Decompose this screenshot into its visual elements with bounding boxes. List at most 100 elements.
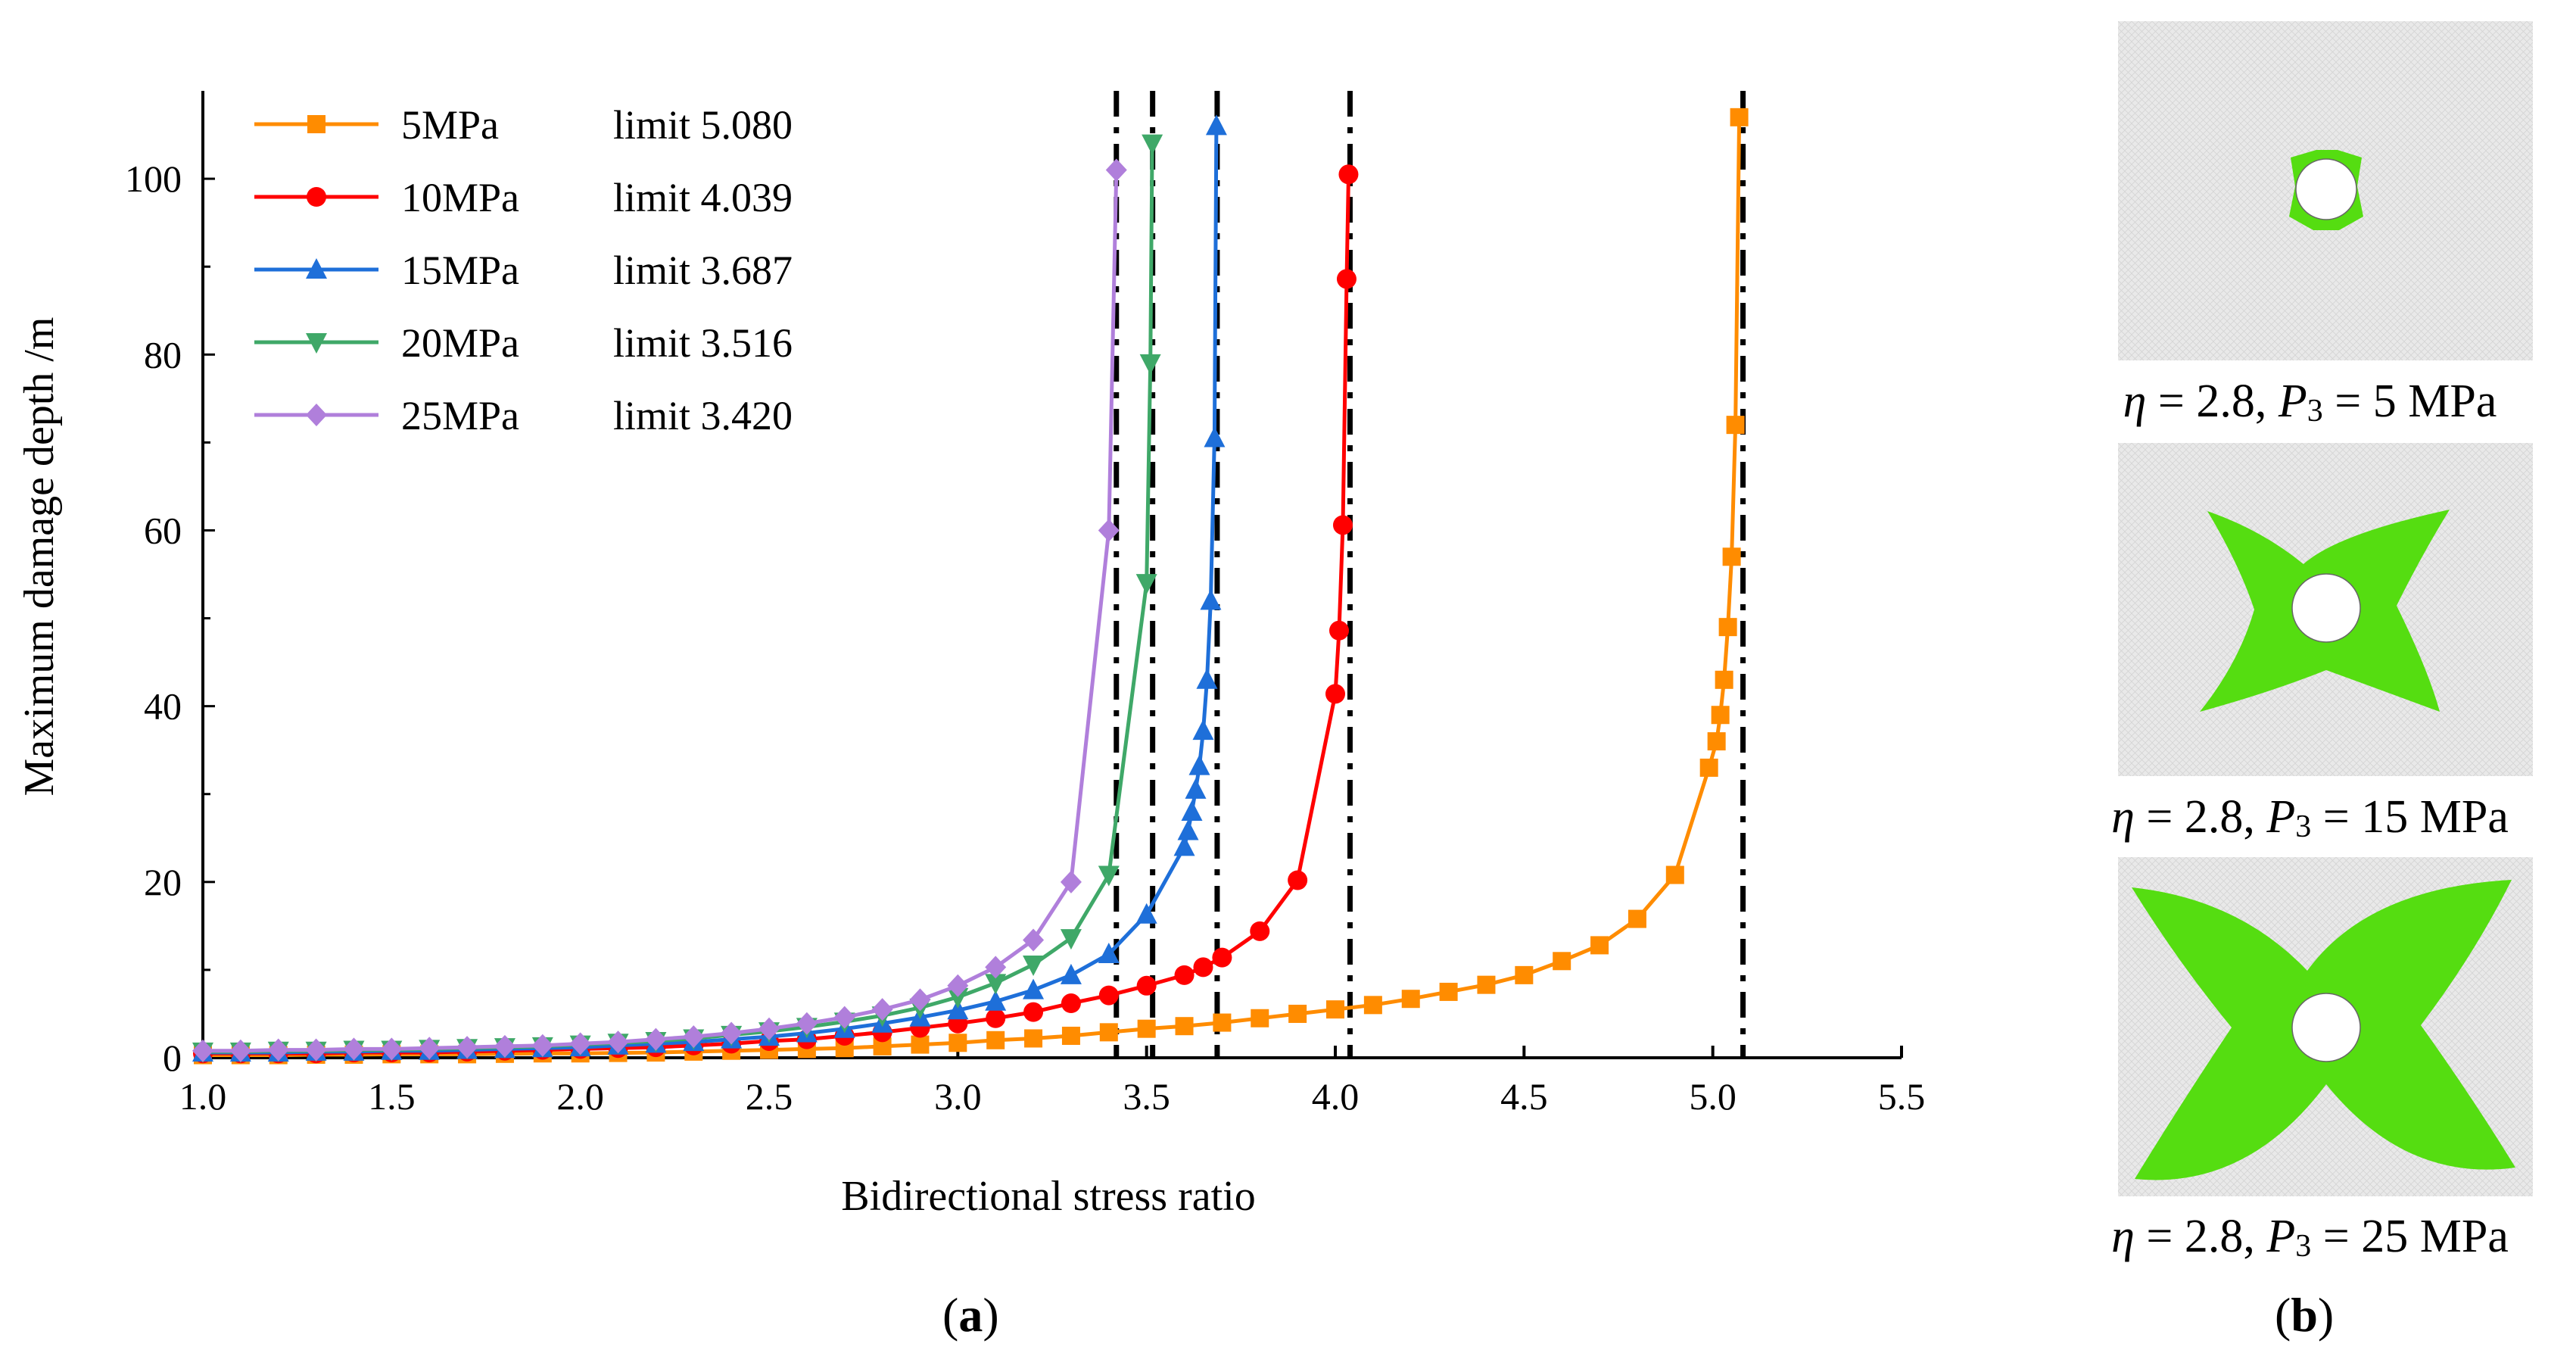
x-tick-label: 1.0 bbox=[179, 1075, 227, 1118]
y-tick-label: 60 bbox=[144, 509, 182, 551]
legend-item-5mpa: 5MPa limit 5.080 bbox=[254, 102, 793, 148]
data-point bbox=[1174, 965, 1195, 985]
data-point bbox=[1135, 903, 1157, 924]
data-point bbox=[1707, 732, 1726, 751]
borehole bbox=[2291, 573, 2361, 643]
damage-thumbnail-15mpa bbox=[2118, 443, 2533, 776]
legend-item-20mpa: 20MPa limit 3.516 bbox=[254, 320, 793, 366]
damage-pattern-image bbox=[2118, 21, 2533, 360]
x-axis-title: Bidirectional stress ratio bbox=[841, 1173, 1255, 1220]
data-point bbox=[1136, 975, 1157, 996]
data-point bbox=[1590, 936, 1609, 955]
data-point bbox=[911, 1035, 930, 1054]
y-tick-label: 40 bbox=[144, 685, 182, 728]
data-point bbox=[1730, 108, 1749, 126]
data-point bbox=[1338, 164, 1359, 185]
x-tick-label: 5.0 bbox=[1689, 1075, 1737, 1118]
data-point bbox=[1177, 819, 1199, 840]
data-point bbox=[1715, 670, 1733, 689]
data-point bbox=[985, 974, 1007, 995]
legend-series-name: 10MPa bbox=[401, 175, 519, 220]
data-point bbox=[1439, 982, 1458, 1001]
data-point bbox=[1401, 990, 1420, 1009]
caption-25mpa: η = 2.8, P3 = 25 MPa bbox=[2111, 1211, 2509, 1264]
data-point bbox=[1098, 985, 1119, 1006]
data-point bbox=[1515, 965, 1534, 984]
legend-limit-label: limit 4.039 bbox=[613, 175, 793, 220]
caption-15mpa: η = 2.8, P3 = 15 MPa bbox=[2111, 791, 2509, 844]
y-tick-label: 20 bbox=[144, 861, 182, 903]
legend-limit-label: limit 3.687 bbox=[613, 248, 793, 293]
data-point bbox=[1250, 921, 1270, 941]
data-point bbox=[1173, 835, 1195, 856]
data-point bbox=[909, 988, 931, 1012]
legend-limit-label: limit 3.516 bbox=[613, 320, 793, 366]
data-point bbox=[1098, 519, 1120, 542]
data-point bbox=[1628, 909, 1646, 928]
legend-item-15mpa: 15MPa limit 3.687 bbox=[254, 248, 793, 293]
legend-series-name: 20MPa bbox=[401, 320, 519, 366]
x-tick-label: 3.5 bbox=[1123, 1075, 1170, 1118]
x-tick-label: 4.0 bbox=[1312, 1075, 1360, 1118]
data-point bbox=[381, 1037, 403, 1061]
data-point bbox=[1477, 975, 1496, 994]
data-point bbox=[758, 1017, 780, 1040]
data-point bbox=[1325, 684, 1345, 704]
data-point bbox=[1188, 754, 1210, 775]
borehole bbox=[2291, 993, 2361, 1062]
data-point bbox=[985, 990, 1007, 1011]
data-point bbox=[1200, 589, 1222, 610]
data-point bbox=[1060, 963, 1082, 984]
caption-5mpa: η = 2.8, P3 = 5 MPa bbox=[2123, 376, 2497, 429]
data-point bbox=[1137, 1019, 1156, 1038]
data-point bbox=[1363, 996, 1382, 1015]
y-tick-label: 80 bbox=[144, 333, 182, 376]
damage-thumbnail-25mpa bbox=[2118, 857, 2533, 1196]
data-point bbox=[1193, 957, 1213, 978]
data-point bbox=[1060, 870, 1082, 893]
data-point bbox=[1061, 1026, 1080, 1045]
data-point bbox=[1023, 928, 1045, 952]
legend-marker bbox=[307, 187, 326, 207]
data-point bbox=[1142, 134, 1163, 155]
data-point bbox=[1023, 1002, 1044, 1022]
data-point bbox=[1711, 706, 1730, 725]
data-point bbox=[1023, 955, 1045, 976]
legend-item-10mpa: 10MPa limit 4.039 bbox=[254, 175, 793, 220]
series-25mpa bbox=[192, 158, 1127, 1062]
data-point bbox=[986, 1008, 1006, 1028]
data-point bbox=[192, 1039, 213, 1062]
data-point bbox=[456, 1036, 478, 1059]
data-point bbox=[1061, 993, 1081, 1014]
data-point bbox=[1105, 158, 1127, 182]
data-point bbox=[1722, 547, 1741, 566]
legend-item-25mpa: 25MPa limit 3.420 bbox=[254, 393, 793, 438]
data-point bbox=[871, 998, 893, 1021]
data-point bbox=[1288, 1004, 1307, 1023]
data-point bbox=[1196, 668, 1218, 689]
data-point bbox=[683, 1025, 705, 1049]
series-line bbox=[203, 170, 1119, 1053]
legend: 5MPa limit 5.080 10MPa limit 4.039 15MPa limi… bbox=[254, 102, 793, 438]
series-10mpa bbox=[193, 164, 1359, 1064]
data-point bbox=[1192, 719, 1214, 741]
legend-marker bbox=[307, 115, 326, 133]
x-tick-label: 2.5 bbox=[746, 1075, 793, 1118]
legend-series-name: 15MPa bbox=[401, 248, 519, 293]
data-point bbox=[985, 956, 1007, 979]
data-point bbox=[305, 1038, 327, 1062]
data-point bbox=[1135, 574, 1157, 595]
legend-marker bbox=[306, 404, 327, 426]
data-point bbox=[531, 1034, 553, 1057]
x-tick-label: 3.0 bbox=[934, 1075, 982, 1118]
data-point bbox=[607, 1031, 629, 1054]
data-point bbox=[1212, 947, 1232, 968]
data-point bbox=[1336, 269, 1357, 289]
data-point bbox=[1060, 929, 1082, 950]
data-point bbox=[1181, 800, 1203, 821]
data-point bbox=[1665, 865, 1684, 884]
data-point bbox=[796, 1012, 818, 1035]
data-point bbox=[645, 1027, 667, 1051]
data-point bbox=[948, 1034, 967, 1052]
